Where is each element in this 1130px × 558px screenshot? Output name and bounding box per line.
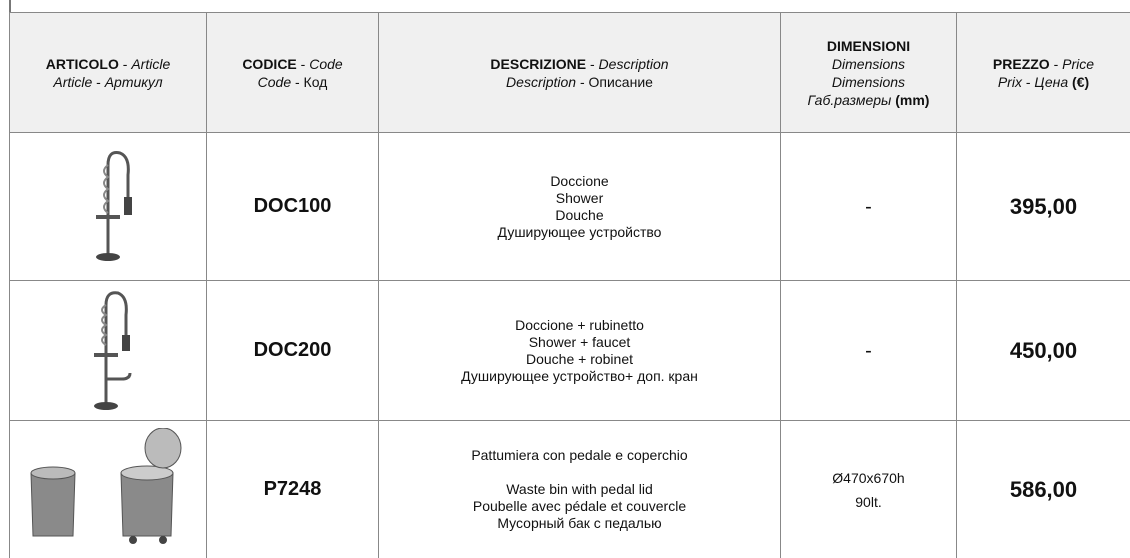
description-line: Douche bbox=[555, 206, 604, 223]
header-text: (€) bbox=[1068, 73, 1090, 90]
header-cell: CODICE - Code Code - Код bbox=[206, 12, 379, 133]
product-code: P7248 bbox=[263, 478, 322, 500]
header-text: Артикул bbox=[104, 73, 163, 90]
dimension-line: Ø470x670h bbox=[832, 469, 905, 486]
code-cell: P7248 bbox=[206, 420, 379, 558]
header-text: Code bbox=[309, 55, 343, 72]
header-line: ARTICOLO - Article bbox=[10, 55, 206, 73]
description-line: Poubelle avec pédale et couvercle bbox=[472, 498, 687, 514]
description-paragraph: Doccione + rubinetto Shower + faucet Douch… bbox=[379, 317, 780, 385]
description-line: Doccione bbox=[550, 172, 609, 189]
header-text: - Описание bbox=[576, 73, 653, 90]
header-text: Article bbox=[53, 73, 93, 90]
header-line: Prix - Цена (€) bbox=[957, 73, 1130, 91]
header-cell: PREZZO - Price Prix - Цена (€) bbox=[956, 12, 1130, 133]
price: 450,00 bbox=[1009, 337, 1078, 363]
header-cell: DIMENSIONI Dimensions Dimensions Габ.размер… bbox=[780, 12, 957, 133]
price-cell: 586,00 bbox=[956, 420, 1130, 558]
header-text: CODICE bbox=[242, 55, 297, 72]
product-code: DOC100 bbox=[253, 195, 332, 217]
header-text: Description bbox=[598, 55, 669, 72]
description-cell: Doccione Shower Douche Душирующее устройств… bbox=[378, 132, 781, 281]
header-text: - bbox=[92, 73, 105, 90]
header-line: Description - Описание bbox=[379, 73, 780, 91]
header-line: DESCRIZIONE - Description bbox=[379, 55, 780, 73]
code-cell: DOC200 bbox=[206, 280, 379, 421]
header-text: Article bbox=[131, 55, 171, 72]
header-text: Dimensions bbox=[831, 73, 906, 90]
description-line: Shower bbox=[555, 189, 604, 206]
dimensions-cell: - bbox=[780, 280, 957, 421]
image-cell bbox=[9, 420, 207, 558]
header-text: ARTICOLO bbox=[45, 55, 119, 72]
header-line: CODICE - Code bbox=[207, 55, 378, 73]
shower-faucet-image bbox=[94, 290, 132, 410]
header-text: Цена bbox=[1034, 73, 1069, 90]
header-line: Dimensions bbox=[781, 73, 956, 91]
description-line: Douche + robinet bbox=[525, 350, 634, 367]
image-cell bbox=[9, 280, 207, 421]
price: 586,00 bbox=[1009, 476, 1078, 502]
header-text: Code bbox=[257, 73, 292, 90]
description-line: Мусорный бак с педалью bbox=[497, 515, 662, 531]
header-text: PREZZO bbox=[992, 55, 1050, 72]
header-text: - Код bbox=[291, 73, 328, 90]
bin-image bbox=[30, 428, 182, 544]
price-cell: 395,00 bbox=[956, 132, 1130, 281]
price: 395,00 bbox=[1009, 193, 1078, 219]
code-cell: DOC100 bbox=[206, 132, 379, 281]
product-row: P7248 Pattumiera con pedale e coperchio Wa… bbox=[9, 420, 1130, 558]
header-text: - bbox=[296, 55, 310, 72]
header-line: Габ.размеры (mm) bbox=[781, 91, 956, 109]
header-text: Prix bbox=[997, 73, 1022, 90]
description-line: Душирующее устройство bbox=[497, 223, 662, 240]
header-text: - bbox=[118, 55, 132, 72]
description-line: Shower + faucet bbox=[528, 333, 631, 350]
header-text: Price bbox=[1062, 55, 1095, 72]
description-paragraph: Doccione Shower Douche Душирующее устройств… bbox=[379, 173, 780, 241]
image-cell bbox=[9, 132, 207, 281]
header-line: DIMENSIONI bbox=[781, 37, 956, 55]
header-text: Description bbox=[506, 73, 577, 90]
description-paragraph: Pattumiera con pedale e coperchio bbox=[379, 447, 780, 464]
price-cell: 450,00 bbox=[956, 280, 1130, 421]
header-text: DIMENSIONI bbox=[826, 37, 911, 54]
header-line: Article - Артикул bbox=[10, 73, 206, 91]
product-row: DOC100 Doccione Shower Douche Душирующее уст… bbox=[9, 132, 1130, 281]
header-text: - bbox=[1049, 55, 1063, 72]
product-code: DOC200 bbox=[253, 339, 332, 361]
dimension-line: 90lt. bbox=[855, 493, 882, 510]
header-text: (mm) bbox=[891, 91, 930, 108]
dimensions-cell: - bbox=[780, 132, 957, 281]
dimension-line: - bbox=[865, 339, 872, 362]
price-table: ARTICOLO - Article Article - Артикул CODIC… bbox=[9, 12, 1130, 558]
header-line: Dimensions bbox=[781, 55, 956, 73]
header-text: Габ.размеры bbox=[807, 91, 892, 108]
dimension-line: - bbox=[865, 195, 872, 218]
description-cell: Pattumiera con pedale e coperchio Waste b… bbox=[378, 420, 781, 558]
description-line: Душирующее устройство+ доп. кран bbox=[461, 367, 698, 384]
header-text: - bbox=[586, 55, 599, 72]
description-line: Doccione + rubinetto bbox=[515, 316, 644, 333]
header-text: Dimensions bbox=[831, 55, 906, 72]
dimensions-cell: Ø470x670h 90lt. bbox=[780, 420, 957, 558]
description-line: Waste bin with pedal lid bbox=[506, 481, 653, 497]
shower-image bbox=[96, 151, 132, 261]
description-cell: Doccione + rubinetto Shower + faucet Douch… bbox=[378, 280, 781, 421]
header-line: PREZZO - Price bbox=[957, 55, 1130, 73]
header-text: DESCRIZIONE bbox=[490, 55, 587, 72]
header-cell: DESCRIZIONE - Description Description - О… bbox=[378, 12, 781, 133]
border bbox=[9, 0, 11, 12]
header-cell: ARTICOLO - Article Article - Артикул bbox=[9, 12, 207, 133]
header-row: ARTICOLO - Article Article - Артикул CODIC… bbox=[9, 12, 1130, 133]
product-row: DOC200 Doccione + rubinetto Shower + fauce… bbox=[9, 280, 1130, 421]
description-paragraph: Waste bin with pedal lid Poubelle avec pé… bbox=[379, 481, 780, 532]
header-text: - bbox=[1021, 73, 1035, 90]
description-line: Pattumiera con pedale e coperchio bbox=[471, 447, 688, 463]
header-line: Code - Код bbox=[207, 73, 378, 91]
